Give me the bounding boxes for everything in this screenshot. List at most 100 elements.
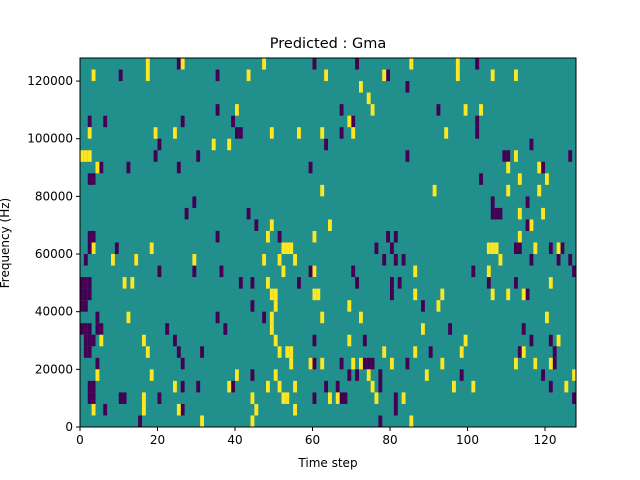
heatmap-cell-low [490,207,495,220]
heatmap-cell-high [95,161,100,174]
heatmap-cell-low [521,323,526,335]
heatmap-cell-high [269,311,274,324]
heatmap-cell-low [176,346,181,358]
heatmap-cell-high [180,58,185,70]
heatmap-cell-high [347,334,352,347]
heatmap-cell-high [517,230,522,243]
heatmap-cell-high [390,357,394,370]
heatmap-cell-high [486,265,491,278]
heatmap-cell-high [490,288,495,301]
x-tick-label: 40 [227,433,242,447]
heatmap-cell-high [413,346,418,358]
heatmap-cell-low [91,230,96,243]
y-tick-label: 120000 [27,74,73,88]
heatmap-cell-high [463,104,468,116]
heatmap-cell-high [351,127,356,139]
heatmap-cell-high [254,403,259,416]
heatmap-cell-high [366,369,371,381]
heatmap-cell-low [548,334,553,347]
heatmap-cell-high [281,392,286,404]
x-axis: 0 20 40 60 80 100 120 [76,427,556,447]
heatmap-cell-low [215,69,220,82]
heatmap-cell-low [560,242,565,255]
heatmap-cell-low [405,81,410,93]
heatmap-cell-low [95,323,100,335]
heatmap-cell-low [475,115,480,128]
heatmap-cell-low [180,403,185,416]
heatmap-cell-low [157,392,162,404]
heatmap-cell-high [486,242,491,255]
heatmap-cell-high [498,254,503,266]
heatmap-cell-high [452,380,456,393]
heatmap-cell-high [173,380,177,393]
heatmap-cell-high [347,300,352,312]
heatmap-cell-low [238,127,243,139]
heatmap-cell-low [87,242,92,255]
heatmap-cell-high [541,207,546,220]
heatmap-cell-low [192,196,197,208]
heatmap-cell-low [390,242,394,255]
heatmap-cell-high [335,392,340,404]
heatmap-cell-high [421,323,425,335]
x-tick-label: 100 [456,433,479,447]
heatmap-cell-high [440,288,445,301]
heatmap-cell-high [250,415,255,427]
heatmap-cell-high [537,161,542,174]
heatmap-cell-high [273,334,278,347]
heatmap-cells [80,58,577,427]
heatmap-cell-low [126,161,131,174]
heatmap-cell-high [517,173,522,185]
heatmap-cell-high [529,219,534,231]
heatmap-cell-low [517,242,522,255]
heatmap-cell-low [514,242,518,255]
heatmap-cell-high [455,58,460,70]
heatmap-cell-low [514,277,518,289]
heatmap-cell-high [320,311,325,324]
heatmap-cell-low [215,311,220,324]
heatmap-cell-high [130,277,135,289]
heatmap-cell-high [440,357,445,370]
heatmap-cell-high [87,127,92,139]
heatmap-cell-high [366,92,371,105]
heatmap-cell-high [289,357,294,370]
y-axis: 0 20000 40000 60000 80000 100000 120000 [27,74,80,434]
heatmap-cell-high [122,277,127,289]
heatmap-cell-high [514,150,518,162]
heatmap-cell-high [517,207,522,220]
heatmap-cell-high [413,288,418,301]
heatmap-cell-low [87,392,92,404]
heatmap-cell-high [436,300,441,312]
heatmap-cell-high [289,242,294,255]
heatmap-cell-low [421,300,425,312]
heatmap-cell-high [494,242,499,255]
heatmap-cell-high [200,415,205,427]
heatmap-cell-high [316,288,321,301]
heatmap-cell-high [370,380,375,393]
heatmap-cell-low [87,230,92,243]
heatmap-cell-high [506,288,511,301]
heatmap-cell-low [355,58,360,70]
heatmap-cell-low [362,357,367,370]
heatmap-cell-low [324,380,329,393]
heatmap-cell-high [266,380,270,393]
heatmap-cell-low [196,150,201,162]
x-axis-label: Time step [297,456,357,470]
heatmap-cell-low [231,115,236,128]
heatmap-cell-high [506,161,511,174]
heatmap-cell-high [347,115,352,128]
heatmap-cell-low [552,346,557,358]
heatmap-cell-high [514,357,518,370]
heatmap-cell-low [490,196,495,208]
heatmap-cell-low [219,265,224,278]
heatmap-cell-low [254,219,259,231]
y-tick-label: 80000 [35,189,73,203]
heatmap-cell-low [192,265,197,278]
heatmap-cell-high [479,104,484,116]
heatmap-cell-high [281,265,286,278]
heatmap-cell-low [370,357,375,370]
heatmap-cell-low [118,69,123,82]
heatmap-cell-high [459,346,464,358]
heatmap-cell-high [533,242,538,255]
heatmap-cell-high [87,150,92,162]
heatmap-cell-high [409,58,414,70]
